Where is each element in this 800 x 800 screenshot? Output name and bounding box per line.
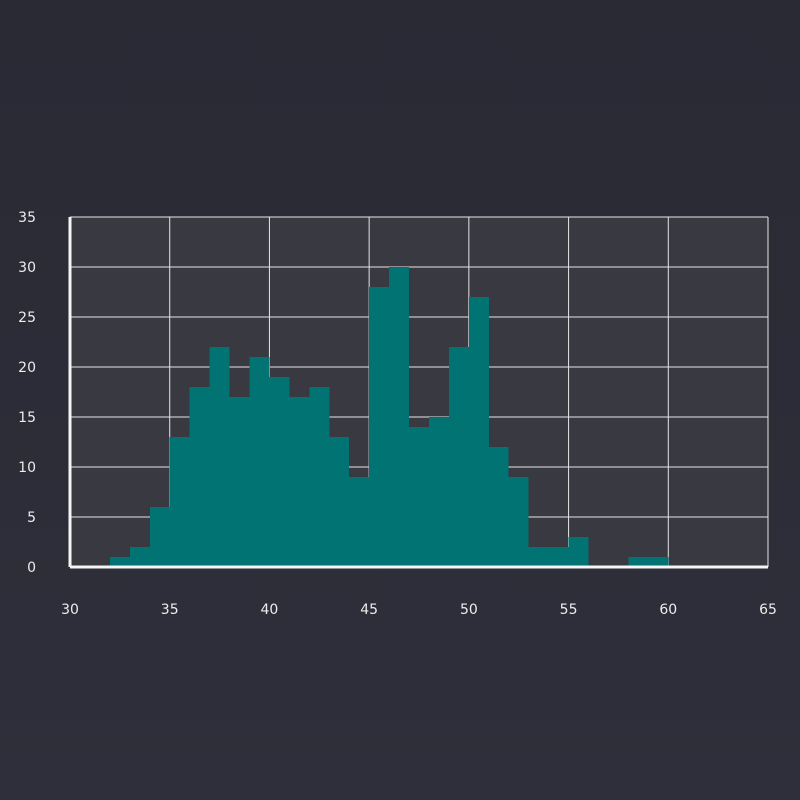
histogram-bar: [568, 537, 589, 567]
histogram-bar: [369, 287, 390, 567]
histogram-bar: [648, 557, 669, 567]
histogram-bar: [488, 447, 509, 567]
histogram-bar: [289, 397, 310, 567]
histogram-bar: [428, 417, 449, 567]
x-tick-label: 65: [759, 602, 777, 618]
y-tick-label: 35: [18, 210, 36, 226]
histogram-bar: [209, 347, 230, 567]
x-tick-label: 30: [61, 602, 79, 618]
histogram-bar: [269, 377, 290, 567]
histogram-bar: [149, 507, 170, 567]
histogram-bar: [169, 437, 190, 567]
y-tick-label: 5: [27, 510, 36, 526]
y-axis-tick-labels: 0 5 10 15 20 25 30 35: [18, 210, 36, 576]
histogram-bar: [548, 547, 569, 567]
histogram-bar: [508, 477, 529, 567]
x-axis-tick-labels: 30 35 40 45 50 55 60 65: [61, 602, 777, 618]
x-tick-label: 35: [161, 602, 179, 618]
histogram-bar: [528, 547, 549, 567]
x-tick-label: 50: [460, 602, 478, 618]
histogram-bar: [409, 427, 429, 567]
histogram-bar: [468, 297, 489, 567]
histogram-bar: [229, 397, 250, 567]
histogram-bar: [129, 547, 150, 567]
x-tick-label: 45: [360, 602, 378, 618]
y-tick-label: 20: [18, 360, 36, 376]
histogram-bar: [628, 557, 649, 567]
histogram-bar: [189, 387, 210, 567]
x-tick-label: 60: [659, 602, 677, 618]
axes: [68, 217, 768, 569]
histogram-bar: [249, 357, 270, 567]
histogram-bar: [448, 347, 469, 567]
x-tick-label: 55: [560, 602, 578, 618]
histogram-bar: [109, 557, 130, 567]
y-tick-label: 25: [18, 310, 36, 326]
y-tick-label: 10: [18, 460, 36, 476]
histogram-bar: [389, 267, 410, 567]
y-tick-label: 15: [18, 410, 36, 426]
histogram-bar: [349, 477, 370, 567]
x-tick-label: 40: [261, 602, 279, 618]
y-tick-label: 0: [27, 560, 36, 576]
y-tick-label: 30: [18, 260, 36, 276]
histogram-bar: [329, 437, 350, 567]
bars-group: [109, 267, 669, 567]
histogram-bar: [309, 387, 330, 567]
